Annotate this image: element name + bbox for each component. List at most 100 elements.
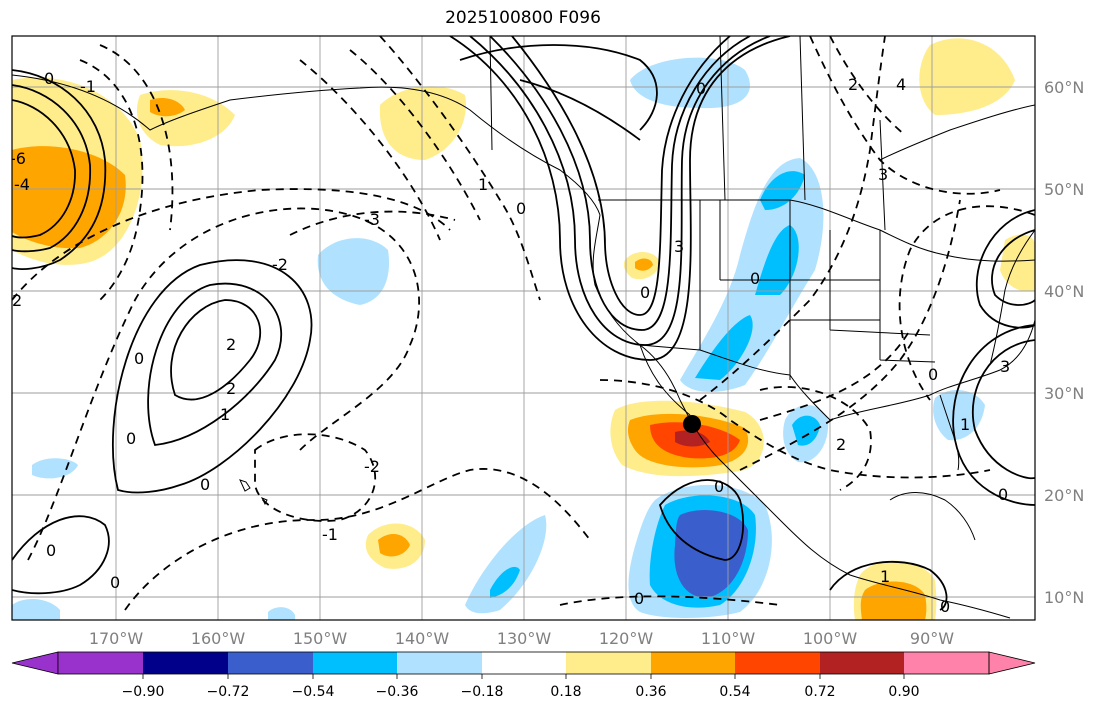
clabel-2-e: 2	[848, 75, 858, 94]
coastline-gulf	[829, 319, 1035, 421]
clabel-0-b: 0	[126, 429, 136, 448]
shade-west-orange	[12, 146, 126, 249]
lon-tick-100w: 100°W	[803, 629, 858, 648]
clabel-1-b: 1	[880, 567, 890, 586]
contour-solid-ec-1	[991, 229, 1035, 306]
contour-dashed-fw-1	[79, 59, 144, 301]
contour-solid-pac-0	[112, 259, 313, 494]
shade-sw-blue	[12, 598, 60, 620]
shade-pac-blue	[317, 238, 390, 305]
clabel-1-a: 1	[220, 405, 230, 424]
contour-solid-wc-5	[459, 44, 658, 131]
colorbar-seg-9	[735, 652, 820, 674]
contour-solid-s-1	[659, 479, 744, 561]
shade-goa-yellow	[379, 86, 466, 160]
shade-mex-dark	[675, 430, 710, 447]
colorbar-seg-7	[566, 652, 651, 674]
clabel-m0-n: 0	[516, 199, 526, 218]
clabel-0-e: 0	[46, 541, 56, 560]
lon-tick-120w: 120°W	[599, 629, 654, 648]
coastline-hudson	[879, 104, 1035, 161]
lon-tick-140w: 140°W	[395, 629, 450, 648]
clabel-1-d: 1	[478, 175, 488, 194]
lon-tick-90w: 90°W	[910, 629, 954, 648]
province-lines	[719, 36, 886, 231]
contour-solid-ec-3	[971, 339, 1035, 480]
lat-tick-50n: 50°N	[1044, 180, 1084, 199]
clabel-0-j: 0	[998, 485, 1008, 504]
clabel-0-g: 0	[634, 589, 644, 608]
clabel-2-c: 2	[226, 379, 236, 398]
shade-gom-cyan	[792, 415, 820, 446]
clabel-3-c: 3	[674, 237, 684, 256]
location-marker	[683, 415, 701, 433]
clabel-3-a: 3	[1000, 357, 1010, 376]
shade-streak-cyan	[490, 566, 520, 598]
lon-tick-110w: 110°W	[701, 629, 756, 648]
clabel-0-l: 0	[696, 79, 706, 98]
contour-dashed-ec-1	[898, 205, 1035, 401]
lat-tick-60n: 60°N	[1044, 78, 1084, 97]
colorbar-seg-6	[482, 652, 566, 674]
contour-dashed-cent-5	[829, 36, 906, 136]
colorbar-label-2: −0.72	[207, 684, 250, 700]
clabel-2-d: 2	[836, 435, 846, 454]
shade-streak-blue	[465, 515, 547, 614]
colorbar-label-7: 0.36	[635, 684, 666, 700]
colorbar-label-6: 0.18	[550, 684, 581, 700]
colorbar-label-5: −0.18	[461, 684, 504, 700]
shade-south-medblue	[674, 510, 748, 598]
contour-solid-pac-1	[170, 299, 262, 401]
contour-dashed-cent-4	[809, 36, 1001, 195]
clabel-2-a: 2	[12, 291, 22, 310]
shade-mexw-blue	[268, 607, 295, 620]
contour-dashed-pac-sub1	[254, 433, 377, 522]
contour-dashed-cent-3	[759, 329, 911, 421]
contour-solid-wc-4	[511, 36, 731, 316]
colorbar-seg-3	[228, 652, 313, 674]
coastline-yucatan	[889, 492, 976, 541]
clabel-0-d: 0	[200, 475, 210, 494]
lat-tick-labels: 60°N 50°N 40°N 30°N 20°N 10°N	[1044, 78, 1084, 607]
colorbar-label-3: −0.54	[292, 684, 335, 700]
colorbar-label-10: 0.90	[888, 684, 919, 700]
lat-tick-20n: 20°N	[1044, 486, 1084, 505]
contour-solid-pac-s0	[12, 515, 110, 595]
colorbar-extend-min	[11, 651, 59, 675]
colorbar-seg-11	[904, 652, 989, 674]
clabel-0-k: 0	[928, 365, 938, 384]
coastline-baja	[639, 344, 691, 416]
clabel-0-h: 0	[714, 477, 724, 496]
contour-labels: 0 -1 2 -2 -3 2 2 1 0 0 0 -2 -1 0 0 0 0 2…	[12, 69, 1010, 616]
graticule	[12, 36, 1035, 620]
shade-rockies-cyan1	[695, 315, 753, 380]
shade-rockies-cyan2	[755, 225, 799, 295]
clabel-m2-b: -2	[364, 457, 380, 476]
lat-tick-30n: 30°N	[1044, 384, 1084, 403]
clabel-0-c: 0	[134, 349, 144, 368]
coastline-alaska	[12, 74, 601, 216]
contour-dashed-pac-m2	[12, 188, 451, 301]
contour-solid-pac-2	[147, 282, 283, 446]
map-title: 2025100800 F096	[445, 8, 601, 28]
contour-dashed-pac-m3	[289, 210, 456, 236]
contour-dashed-mex	[599, 379, 991, 479]
contour-dashed-cent-1	[699, 36, 886, 401]
colorbar-seg-4	[313, 652, 397, 674]
lon-tick-labels: 170°W 160°W 150°W 140°W 130°W 120°W 110°…	[89, 629, 954, 648]
clabel-0-o: 0	[640, 283, 650, 302]
colorbar-extend-max	[988, 651, 1036, 675]
lat-tick-10n: 10°N	[1044, 588, 1084, 607]
clabel-3-b: 3	[878, 165, 888, 184]
contour-solid-wc-2	[469, 36, 771, 346]
clabel-0-f: 0	[110, 573, 120, 592]
clabel-m3-a: -3	[364, 210, 380, 229]
lon-tick-170w: 170°W	[89, 629, 144, 648]
contour-solid-fw-3	[12, 99, 76, 239]
lon-tick-150w: 150°W	[293, 629, 348, 648]
coastline-eastcoast	[989, 229, 1035, 366]
clabel-m2-a: -2	[272, 255, 288, 274]
colorbar-label-8: 0.54	[719, 684, 750, 700]
colorbar-label-1: −0.90	[122, 684, 165, 700]
contour-dashed-s-0	[559, 595, 781, 606]
